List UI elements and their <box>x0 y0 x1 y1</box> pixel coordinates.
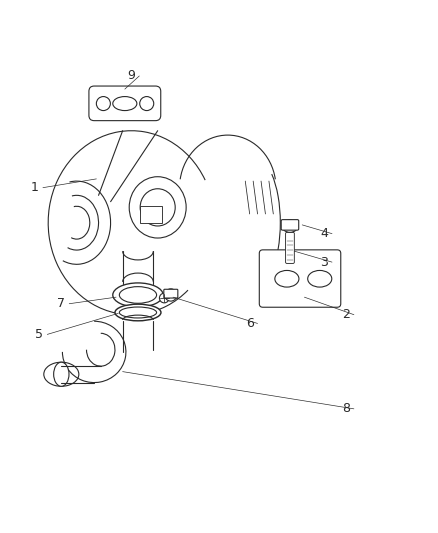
Ellipse shape <box>54 362 69 386</box>
Text: 1: 1 <box>31 181 39 194</box>
Text: 4: 4 <box>320 227 328 240</box>
Ellipse shape <box>275 270 299 287</box>
Ellipse shape <box>129 177 186 238</box>
Ellipse shape <box>119 307 157 318</box>
FancyBboxPatch shape <box>286 232 294 263</box>
FancyBboxPatch shape <box>89 86 161 120</box>
Circle shape <box>140 96 154 110</box>
Text: 3: 3 <box>320 256 328 269</box>
Text: 6: 6 <box>246 317 254 330</box>
FancyBboxPatch shape <box>281 220 299 230</box>
Ellipse shape <box>113 283 163 307</box>
Text: 9: 9 <box>127 69 135 83</box>
Ellipse shape <box>140 189 175 226</box>
Ellipse shape <box>307 270 332 287</box>
Ellipse shape <box>119 287 157 303</box>
FancyBboxPatch shape <box>259 250 341 307</box>
FancyBboxPatch shape <box>164 289 178 298</box>
Text: 7: 7 <box>57 297 65 310</box>
Text: 5: 5 <box>35 328 43 341</box>
Ellipse shape <box>282 220 298 232</box>
Text: 2: 2 <box>342 308 350 321</box>
Ellipse shape <box>165 289 177 301</box>
Circle shape <box>96 96 110 110</box>
Ellipse shape <box>113 96 137 110</box>
FancyBboxPatch shape <box>140 206 162 223</box>
Text: 8: 8 <box>342 402 350 415</box>
Ellipse shape <box>115 304 161 321</box>
Ellipse shape <box>159 293 169 303</box>
